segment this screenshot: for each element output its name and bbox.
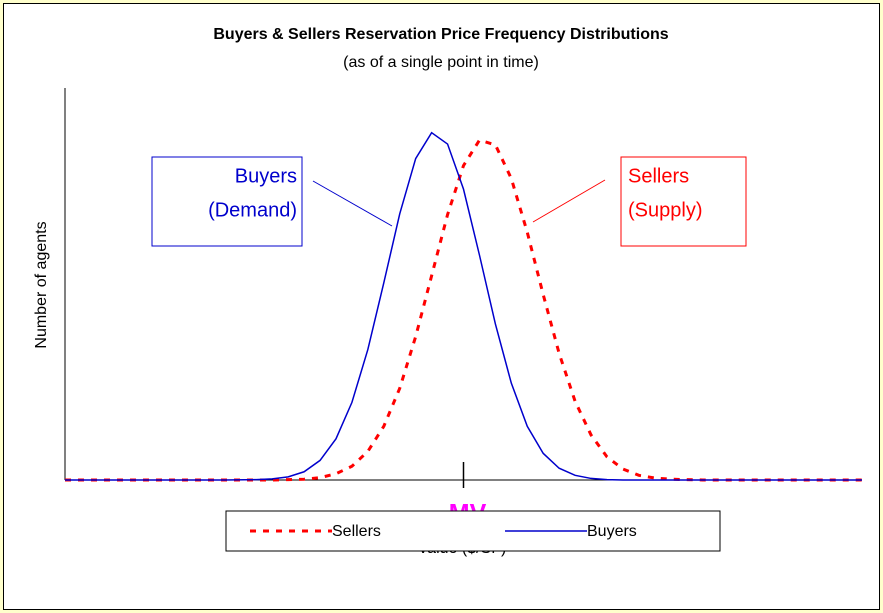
annotation-text: Buyers: [235, 165, 297, 187]
annotation-text: (Supply): [628, 199, 702, 221]
series-line: [65, 138, 862, 482]
annotation-connector: [312, 180, 393, 227]
chart-frame: [3, 3, 880, 610]
y-axis-label: Number of agents: [33, 221, 50, 348]
annotation-text: (Demand): [208, 199, 297, 221]
series-line: [65, 131, 862, 481]
annotation-text: Sellers: [628, 165, 689, 187]
chart-title: Buyers & Sellers Reservation Price Frequ…: [213, 26, 668, 43]
annotation-box: [151, 156, 303, 247]
annotation-box: [620, 156, 747, 247]
legend-box: [225, 510, 721, 552]
legend-label: Buyers: [587, 523, 637, 540]
chart-subtitle: (as of a single point in time): [343, 54, 539, 71]
annotation-connector: [532, 179, 606, 223]
legend-label: Sellers: [332, 523, 381, 540]
